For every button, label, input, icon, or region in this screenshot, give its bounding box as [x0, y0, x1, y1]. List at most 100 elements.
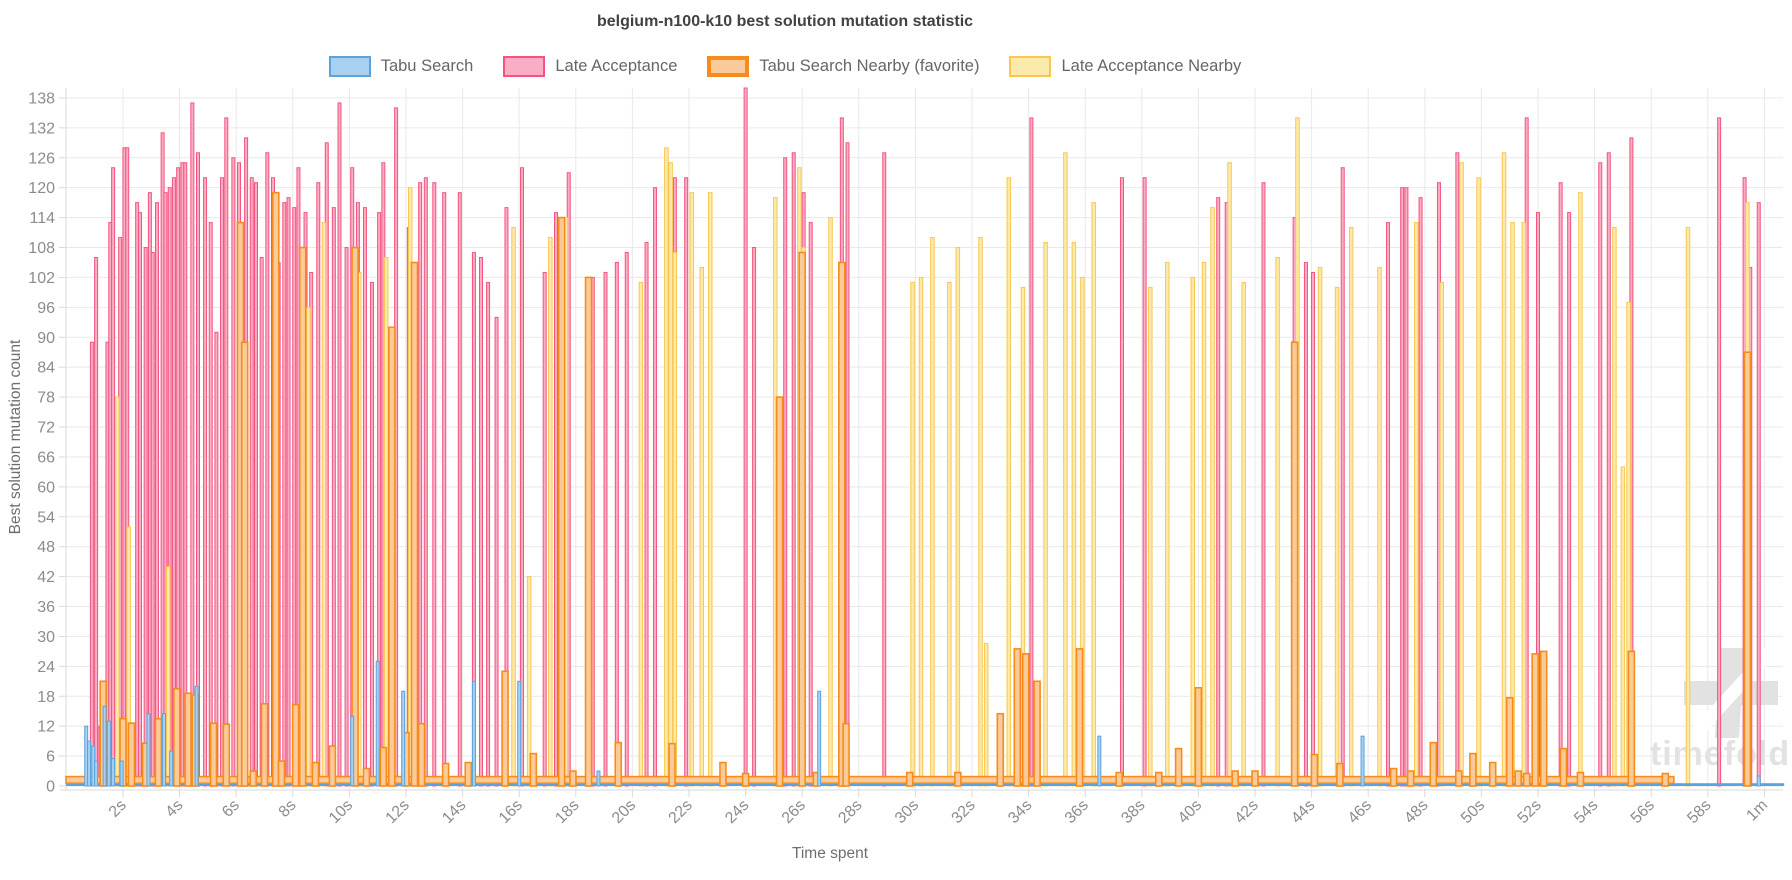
legend-item-tabu-search-nearby[interactable]: Tabu Search Nearby (favorite) — [707, 56, 979, 77]
bar — [983, 642, 989, 787]
bar — [624, 251, 629, 787]
legend-label: Late Acceptance — [555, 57, 678, 75]
bar — [1241, 281, 1246, 787]
x-tick-label: 6s — [219, 797, 243, 821]
bar — [111, 167, 116, 787]
x-tick-label: 4s — [162, 797, 186, 821]
bar — [529, 752, 538, 787]
bar — [1348, 227, 1354, 787]
bar — [672, 251, 678, 787]
bar — [351, 246, 359, 787]
y-tick-label: 60 — [37, 479, 55, 496]
bar — [150, 251, 155, 787]
bar — [1275, 256, 1280, 787]
bar — [1606, 152, 1611, 787]
bar — [478, 256, 483, 787]
bar — [311, 761, 320, 787]
bar — [1439, 281, 1445, 787]
bar — [1418, 197, 1423, 787]
bar — [464, 761, 473, 787]
x-tick-label: 8s — [276, 797, 300, 821]
bar — [154, 202, 159, 787]
bar — [517, 680, 522, 787]
bar — [106, 720, 111, 787]
bar — [752, 247, 757, 787]
y-tick-label: 132 — [28, 120, 55, 137]
bar — [930, 237, 935, 787]
bar — [798, 251, 807, 787]
x-tick-label: 30s — [892, 797, 922, 827]
bar — [1459, 162, 1464, 787]
bar — [918, 276, 924, 787]
bar — [375, 660, 380, 787]
legend-item-tabu-search[interactable]: Tabu Search — [328, 56, 473, 77]
legend-item-late-acceptance-nearby[interactable]: Late Acceptance Nearby — [1009, 56, 1241, 77]
bar — [260, 702, 269, 787]
bar — [1174, 747, 1183, 787]
bar — [208, 222, 213, 787]
bar — [664, 147, 669, 787]
bar — [1043, 242, 1048, 787]
bar — [1501, 152, 1507, 787]
bar — [808, 222, 813, 787]
y-tick-label: 114 — [29, 210, 55, 227]
bar — [401, 690, 406, 787]
bar — [331, 207, 336, 787]
bar — [321, 222, 327, 787]
bar — [978, 237, 983, 787]
bar — [1514, 770, 1522, 787]
bar — [316, 182, 321, 787]
bar — [614, 261, 619, 787]
bar — [1404, 187, 1409, 787]
x-tick-label: 54s — [1571, 797, 1601, 827]
legend-label: Late Acceptance Nearby — [1061, 57, 1242, 75]
bar — [441, 762, 450, 787]
x-tick-label: 48s — [1401, 797, 1431, 827]
bar — [1559, 747, 1568, 787]
bar — [1414, 222, 1419, 787]
bar — [1317, 266, 1323, 787]
bar — [286, 197, 291, 787]
bar — [222, 723, 231, 787]
x-tick-label: 36s — [1062, 797, 1092, 827]
bar — [614, 741, 623, 787]
bar — [1142, 177, 1147, 787]
x-tick-label: 2s — [106, 797, 130, 821]
bar — [719, 761, 727, 787]
bar — [1190, 276, 1195, 787]
bar — [1231, 770, 1239, 787]
bar — [94, 760, 99, 787]
bar — [231, 157, 236, 787]
x-tick-label: 16s — [496, 797, 526, 827]
bar — [249, 177, 254, 787]
x-tick-label: 32s — [949, 797, 979, 827]
bar — [1360, 735, 1365, 787]
bar — [1522, 772, 1531, 787]
bar — [111, 758, 116, 787]
bar — [370, 281, 375, 787]
legend-swatch-icon — [707, 56, 750, 77]
bar — [494, 316, 499, 787]
x-tick-label: 12s — [383, 797, 413, 827]
bar — [1578, 192, 1583, 787]
bar — [137, 212, 142, 787]
bar — [684, 177, 689, 787]
bar — [1311, 271, 1316, 787]
bar — [1227, 162, 1232, 787]
y-tick-label: 12 — [37, 719, 55, 736]
bar — [203, 177, 208, 787]
bar — [1336, 762, 1344, 787]
chart-header: belgium-n100-k10 best solution mutation … — [0, 0, 1570, 31]
y-tick-label: 126 — [28, 150, 55, 167]
bar — [146, 713, 151, 787]
bar — [115, 396, 120, 787]
bar — [220, 177, 225, 787]
bar — [1340, 167, 1345, 787]
bar — [143, 247, 148, 787]
bar — [1386, 222, 1391, 787]
legend-item-late-acceptance[interactable]: Late Acceptance — [503, 56, 677, 77]
y-tick-label: 18 — [37, 689, 55, 706]
legend-label: Tabu Search Nearby (favorite) — [759, 57, 980, 75]
x-tick-label: 52s — [1515, 797, 1545, 827]
